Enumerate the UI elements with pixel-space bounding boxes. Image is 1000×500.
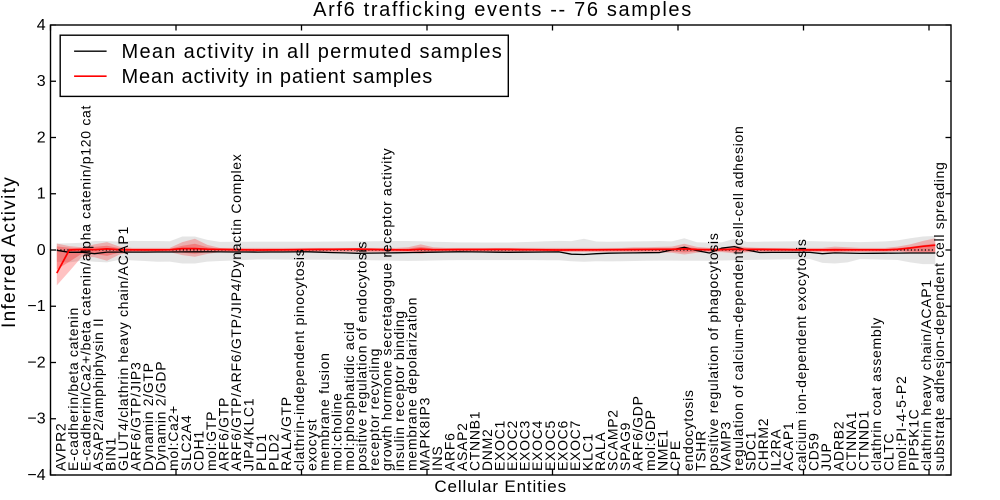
svg-text:PIP5K1C: PIP5K1C — [906, 409, 922, 472]
svg-text:EXOC7: EXOC7 — [567, 420, 583, 471]
svg-text:Arf6 trafficking events -- 76: Arf6 trafficking events -- 76 samples — [313, 0, 693, 21]
svg-text:mol:choline: mol:choline — [328, 392, 344, 471]
svg-text:endocytosis: endocytosis — [680, 389, 696, 471]
svg-text:RALA/GTP: RALA/GTP — [278, 396, 294, 471]
svg-text:SPAG9: SPAG9 — [617, 422, 633, 471]
svg-text:clathrin heavy chain/ACAP1: clathrin heavy chain/ACAP1 — [918, 279, 934, 471]
svg-text:EXOC2: EXOC2 — [504, 420, 520, 471]
svg-text:NME1: NME1 — [655, 429, 671, 471]
svg-text:membrane fusion: membrane fusion — [316, 352, 332, 471]
svg-text:Dynamin 2/GTP: Dynamin 2/GTP — [140, 362, 156, 471]
svg-text:GLUT4/clathrin heavy chain/ACA: GLUT4/clathrin heavy chain/ACAP1 — [115, 226, 131, 471]
svg-text:PLD1: PLD1 — [253, 433, 269, 471]
svg-text:−4: −4 — [27, 467, 45, 484]
svg-text:regulation of calcium-dependen: regulation of calcium-dependent cell-cel… — [730, 125, 746, 471]
svg-text:insulin receptor binding: insulin receptor binding — [391, 310, 407, 471]
svg-text:E-cadherin/beta catenin: E-cadherin/beta catenin — [65, 307, 81, 471]
svg-text:EXOC6: EXOC6 — [554, 420, 570, 471]
svg-text:−3: −3 — [27, 411, 45, 428]
svg-text:AVPR2: AVPR2 — [52, 423, 68, 471]
svg-text:EXOC4: EXOC4 — [529, 420, 545, 471]
svg-text:RALA: RALA — [592, 432, 608, 471]
svg-text:ARF6/GTP: ARF6/GTP — [215, 397, 231, 471]
svg-text:CLTC: CLTC — [881, 433, 897, 471]
svg-text:DNM2: DNM2 — [479, 429, 495, 471]
svg-text:calcium ion-dependent exocytos: calcium ion-dependent exocytosis — [793, 238, 809, 471]
svg-text:2: 2 — [37, 129, 46, 146]
svg-text:receptor recycling: receptor recycling — [366, 348, 382, 471]
svg-text:clathrin coat assembly: clathrin coat assembly — [868, 317, 884, 471]
svg-text:Cellular Entities: Cellular Entities — [434, 477, 567, 496]
svg-text:PLD2: PLD2 — [266, 433, 282, 471]
svg-text:positive regulation of endocyt: positive regulation of endocytosis — [354, 241, 370, 471]
svg-text:EXOC3: EXOC3 — [517, 420, 533, 471]
svg-text:ADRB2: ADRB2 — [830, 421, 846, 471]
svg-text:clathrin-independent pinocytos: clathrin-independent pinocytosis — [291, 249, 307, 471]
svg-text:mol:PI-4-5-P2: mol:PI-4-5-P2 — [893, 376, 909, 471]
svg-text:SCAMP2: SCAMP2 — [605, 409, 621, 471]
svg-text:ASAP2/amphiphysin II: ASAP2/amphiphysin II — [90, 318, 106, 471]
svg-text:ARF6/GTP/JIP3: ARF6/GTP/JIP3 — [128, 362, 144, 471]
svg-text:ASAP2: ASAP2 — [454, 422, 470, 471]
svg-text:JUP: JUP — [818, 442, 834, 471]
svg-text:4: 4 — [37, 17, 46, 34]
svg-text:−2: −2 — [27, 354, 45, 371]
svg-text:positive regulation of phagocy: positive regulation of phagocytosis — [705, 232, 721, 471]
svg-text:ARF6/GDP: ARF6/GDP — [630, 395, 646, 471]
svg-text:0: 0 — [37, 242, 46, 259]
svg-text:mol:GTP: mol:GTP — [203, 411, 219, 471]
svg-text:substrate adhesion-dependent c: substrate adhesion-dependent cell spread… — [931, 161, 947, 471]
svg-text:Mean activity in all permuted: Mean activity in all permuted samples — [122, 41, 504, 63]
svg-text:SDC1: SDC1 — [743, 431, 759, 471]
svg-text:CDH1: CDH1 — [190, 430, 206, 471]
svg-text:CTNND1: CTNND1 — [856, 410, 872, 471]
svg-text:ARF6: ARF6 — [441, 432, 457, 471]
svg-text:CTNNB1: CTNNB1 — [467, 411, 483, 471]
svg-text:membrane depolarization: membrane depolarization — [404, 297, 420, 471]
svg-text:mol:GDP: mol:GDP — [642, 409, 658, 471]
svg-text:IL2RA: IL2RA — [768, 429, 784, 471]
svg-text:CTNNA1: CTNNA1 — [843, 411, 859, 471]
svg-text:INS: INS — [429, 446, 445, 471]
svg-text:ARF6/GTP/ARF6/GTP/JIP4/Dynacti: ARF6/GTP/ARF6/GTP/JIP4/Dynactin Complex — [228, 154, 244, 472]
svg-text:Mean activity in patient sampl: Mean activity in patient samples — [122, 66, 434, 88]
svg-text:Dynamin 2/GDP: Dynamin 2/GDP — [153, 361, 169, 471]
svg-text:exocyst: exocyst — [303, 419, 319, 471]
svg-text:−1: −1 — [27, 298, 45, 315]
svg-text:growth hormone secretagogue re: growth hormone secretagogue receptor act… — [379, 148, 395, 471]
svg-text:E-cadherin/Ca2+/beta catenin/a: E-cadherin/Ca2+/beta catenin/alpha caten… — [77, 105, 93, 471]
svg-text:EXOC5: EXOC5 — [542, 420, 558, 471]
svg-text:KLC1: KLC1 — [579, 433, 595, 471]
svg-text:EXOC1: EXOC1 — [492, 420, 508, 471]
svg-text:CPE: CPE — [667, 440, 683, 471]
svg-text:TSHR: TSHR — [692, 430, 708, 471]
svg-text:ACAP1: ACAP1 — [780, 422, 796, 471]
svg-text:VAMP3: VAMP3 — [718, 421, 734, 471]
svg-text:mol:phosphatidic acid: mol:phosphatidic acid — [341, 322, 357, 471]
svg-text:Inferred Activity: Inferred Activity — [0, 176, 20, 328]
svg-text:CHRM2: CHRM2 — [755, 418, 771, 471]
svg-text:MAPK8IP3: MAPK8IP3 — [416, 397, 432, 471]
svg-text:mol:Ca2+: mol:Ca2+ — [165, 405, 181, 471]
svg-text:CD59: CD59 — [805, 432, 821, 471]
svg-text:1: 1 — [37, 186, 46, 203]
svg-text:SLC2A4: SLC2A4 — [178, 415, 194, 471]
svg-text:JIP4/KLC1: JIP4/KLC1 — [241, 398, 257, 471]
svg-text:BIN1: BIN1 — [103, 437, 119, 471]
svg-text:3: 3 — [37, 73, 46, 90]
